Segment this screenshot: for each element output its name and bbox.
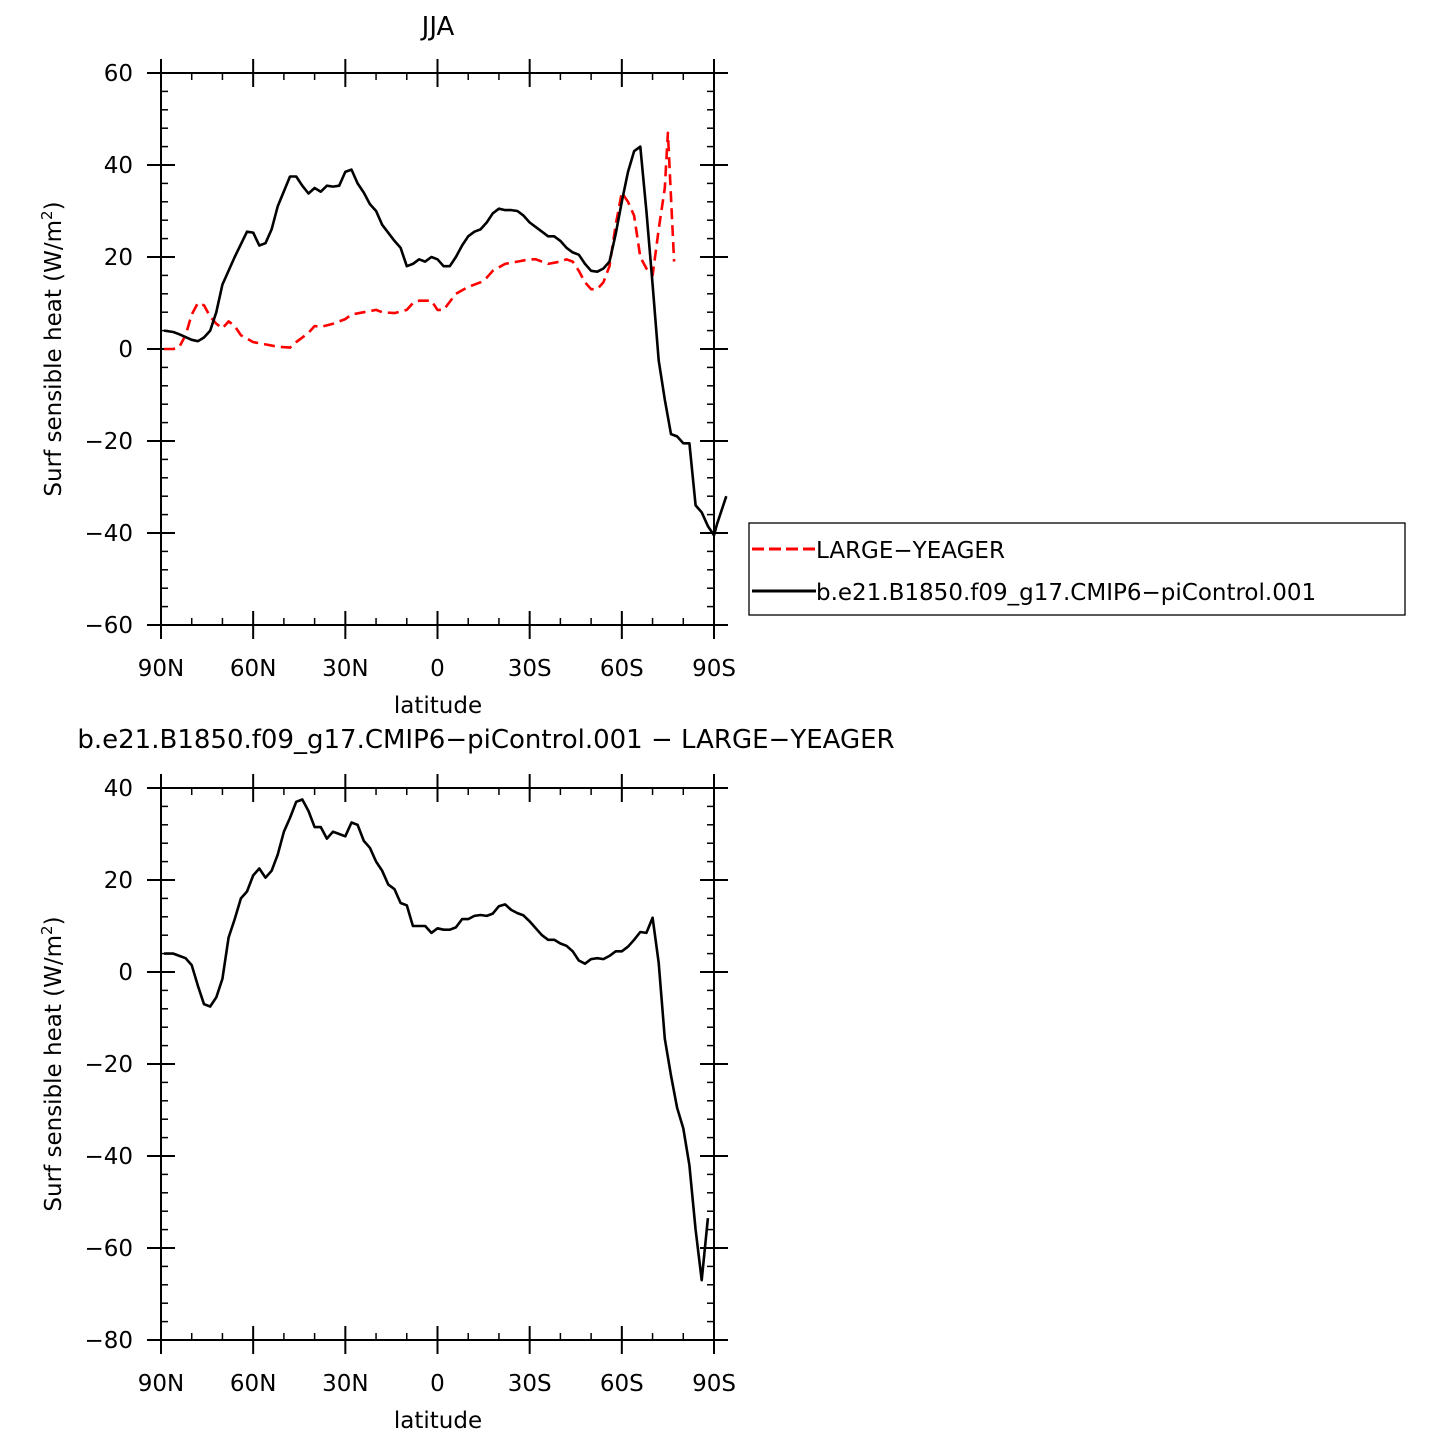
top-chart-x-tick-label: 60S [600,656,644,682]
legend-label-picontrol: b.e21.B1850.f09_g17.CMIP6−piControl.001 [816,580,1316,606]
bottom-chart-y-tick-label: −60 [84,1236,133,1262]
bottom-chart-y-tick-label: −20 [84,1052,133,1078]
bottom-chart-y-tick-label: 20 [104,868,133,894]
top-chart-y-tick-label: 20 [104,245,133,271]
top-chart-y-tick-label: −60 [84,613,133,639]
bottom-chart-frame [160,787,715,1341]
bottom-chart-x-tick-label: 60S [600,1371,644,1397]
top-chart-series-line-large-yeager [164,131,676,351]
top-chart-lines [163,131,728,537]
top-chart-x-tick-label: 30S [508,656,552,682]
top-chart-y-tick-label: −20 [84,429,133,455]
top-chart-x-tick-label: 90N [138,656,184,682]
top-chart-x-tick-label: 30N [322,656,368,682]
legend-label-large-yeager: LARGE−YEAGER [816,538,1005,564]
top-chart-x-tick-label: 60N [230,656,276,682]
top-chart-y-axis-label: Surf sensible heat (W/m2) [38,201,67,496]
bottom-chart-lines [164,798,710,1282]
top-chart-y-tick-label: 40 [104,153,133,179]
bottom-chart: b.e21.B1850.f09_g17.CMIP6−piControl.001 … [38,725,895,1434]
top-chart-y-tick-label: −40 [84,521,133,547]
bottom-chart-y-tick-label: 40 [104,776,133,802]
bottom-chart-axes: −80 −60 −40 −20 0 20 40 90N 60N 30N 0 30S 60S 90S [84,774,736,1397]
top-chart-x-tick-label: 90S [692,656,736,682]
top-chart-title: JJA [420,12,455,42]
bottom-chart-series-line-difference [164,798,710,1282]
bottom-chart-y-tick-label: −80 [84,1328,133,1354]
bottom-chart-x-axis-label: latitude [394,1408,482,1434]
bottom-chart-x-tick-label: 60N [230,1371,276,1397]
bottom-chart-x-tick-label: 30N [322,1371,368,1397]
bottom-chart-x-tick-label: 30S [508,1371,552,1397]
top-chart-x-axis-label: latitude [394,693,482,719]
top-chart-y-tick-label: 0 [118,337,133,363]
top-chart-axes: −60 −40 −20 0 20 40 60 90N 60N 30N 0 30S 60S 90S [84,59,736,682]
legend: LARGE−YEAGER b.e21.B1850.f09_g17.CMIP6−p… [748,522,1406,616]
bottom-chart-title: b.e21.B1850.f09_g17.CMIP6−piControl.001 … [77,725,894,755]
top-chart-frame [160,72,715,626]
bottom-chart-y-tick-label: 0 [118,960,133,986]
bottom-chart-y-axis-label: Surf sensible heat (W/m2) [38,916,67,1211]
bottom-chart-y-tick-label: −40 [84,1144,133,1170]
legend-box [748,522,1406,616]
bottom-chart-x-tick-label: 0 [430,1371,445,1397]
top-chart-y-tick-label: 60 [104,61,133,87]
bottom-chart-x-tick-label: 90S [692,1371,736,1397]
top-chart-x-tick-label: 0 [430,656,445,682]
top-chart-series-line-picontrol [163,145,728,537]
bottom-chart-x-tick-label: 90N [138,1371,184,1397]
